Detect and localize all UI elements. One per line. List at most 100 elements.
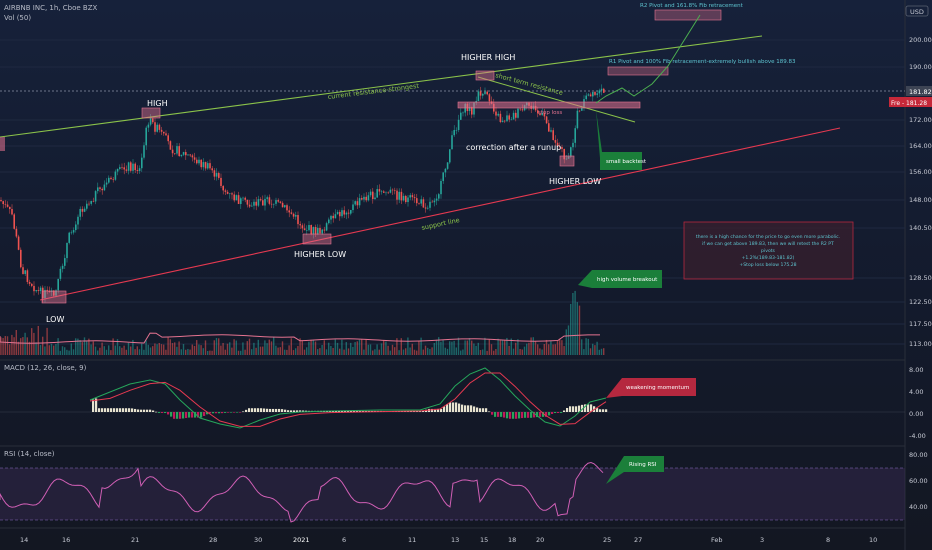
volume-bar xyxy=(372,350,374,355)
macd-histogram-bar xyxy=(446,404,449,412)
candle-body xyxy=(277,200,279,202)
rsi-tick: 80.00 xyxy=(909,451,928,459)
support-trend-line[interactable] xyxy=(39,127,841,301)
macd-histogram-bar xyxy=(449,402,452,412)
candle-body xyxy=(334,214,337,219)
macd-header[interactable]: MACD (12, 26, close, 9) xyxy=(4,364,87,372)
volume-bar xyxy=(277,347,279,355)
volume-bar xyxy=(343,349,345,355)
volume-header[interactable]: Vol (50) xyxy=(4,14,32,22)
higher-high-box[interactable] xyxy=(475,70,495,81)
volume-bar xyxy=(35,342,37,355)
volume-bar xyxy=(400,338,402,355)
higher-low-box-2[interactable] xyxy=(559,155,575,167)
volume-bar xyxy=(167,337,169,355)
macd-histogram-bar xyxy=(290,410,293,412)
candle-body xyxy=(270,203,273,205)
volume-bars xyxy=(0,290,605,355)
volume-bar xyxy=(330,346,332,355)
volume-bar xyxy=(405,348,407,355)
price-tick: 148.00 xyxy=(909,196,932,204)
macd-histogram-bar xyxy=(113,408,116,412)
r1-target-box[interactable] xyxy=(607,66,669,76)
candle-body xyxy=(521,109,524,111)
volume-bar xyxy=(187,348,189,355)
candle-body xyxy=(156,124,158,132)
macd-histogram-bar xyxy=(131,408,134,412)
volume-bar xyxy=(361,339,363,355)
volume-bar xyxy=(380,343,383,355)
candle-body xyxy=(59,268,62,279)
rising-rsi-callout[interactable] xyxy=(606,456,664,484)
volume-bar xyxy=(290,338,292,355)
candle-body xyxy=(251,205,253,207)
volume-bar xyxy=(354,342,356,355)
volume-bar xyxy=(451,341,453,355)
info-box[interactable] xyxy=(683,221,854,280)
volume-bar xyxy=(587,338,589,355)
r2-target-box[interactable] xyxy=(654,9,722,21)
candle-body xyxy=(539,113,541,116)
candle-body xyxy=(286,205,288,211)
rsi-axis[interactable]: 80.00 60.00 40.00 xyxy=(909,451,928,511)
volume-bar xyxy=(176,346,178,355)
candle-body xyxy=(6,204,9,207)
macd-histogram-bar xyxy=(512,412,515,419)
price-tick: 190.00 xyxy=(909,63,932,71)
volume-bar xyxy=(550,341,552,355)
volume-bar xyxy=(473,343,475,355)
volume-bar xyxy=(526,343,528,355)
volume-bar xyxy=(53,345,55,355)
candle-body xyxy=(158,124,161,130)
high-box[interactable] xyxy=(141,107,161,119)
candle-body xyxy=(253,201,255,206)
volume-bar xyxy=(222,342,224,355)
volume-bar xyxy=(444,347,446,355)
callout-high-volume-text: high volume breakout xyxy=(597,277,658,283)
symbol-header[interactable]: AIRBNB INC, 1h, Cboe BZX xyxy=(4,4,98,12)
candle-body xyxy=(81,208,84,212)
higher-low-box-1[interactable] xyxy=(302,233,332,245)
candle-body xyxy=(306,230,308,231)
volume-bar xyxy=(108,345,110,355)
candle-body xyxy=(343,210,345,215)
candle-body xyxy=(339,211,341,217)
high-volume-callout[interactable] xyxy=(578,270,662,288)
volume-bar xyxy=(39,345,42,355)
macd-histogram-bar xyxy=(476,407,479,412)
candle-body xyxy=(473,102,475,115)
volume-bar xyxy=(209,350,211,355)
macd-histogram-bar xyxy=(548,412,551,416)
rsi-header[interactable]: RSI (14, close) xyxy=(4,450,55,458)
volume-bar xyxy=(163,344,165,355)
low-box[interactable] xyxy=(41,290,67,304)
candle-body xyxy=(108,177,110,183)
candle-body xyxy=(4,204,7,205)
candle-body xyxy=(213,170,216,177)
candle-body xyxy=(284,205,286,208)
current-resistance-line[interactable] xyxy=(0,35,763,138)
macd-histogram-bar xyxy=(119,408,122,412)
small-backtest-callout[interactable] xyxy=(596,110,642,170)
volume-bar xyxy=(352,346,354,355)
volume-bar xyxy=(378,349,380,355)
candle-body xyxy=(559,146,561,148)
candle-body xyxy=(88,203,90,205)
weakening-momentum-callout[interactable] xyxy=(606,378,696,398)
currency-badge[interactable] xyxy=(905,5,929,17)
macd-axis[interactable]: 8.00 4.00 0.00 -4.00 xyxy=(909,366,926,440)
volume-bar xyxy=(116,339,119,355)
stop-loss-zone[interactable] xyxy=(457,101,641,109)
volume-bar xyxy=(548,344,550,355)
time-axis[interactable]: 14 16 21 28 30 2021 6 11 13 15 18 20 25 … xyxy=(20,536,877,544)
candle-body xyxy=(517,108,519,118)
candle-body xyxy=(488,94,491,102)
macd-histogram-bar xyxy=(602,409,605,412)
macd-histogram-bar xyxy=(524,412,527,418)
macd-histogram-bar xyxy=(521,412,524,419)
volume-bar xyxy=(86,340,88,355)
price-axis[interactable]: 200.00 190.00 172.00 164.00 156.00 148.0… xyxy=(909,36,932,348)
short-term-resistance-line[interactable] xyxy=(477,76,636,123)
volume-bar xyxy=(312,339,314,355)
